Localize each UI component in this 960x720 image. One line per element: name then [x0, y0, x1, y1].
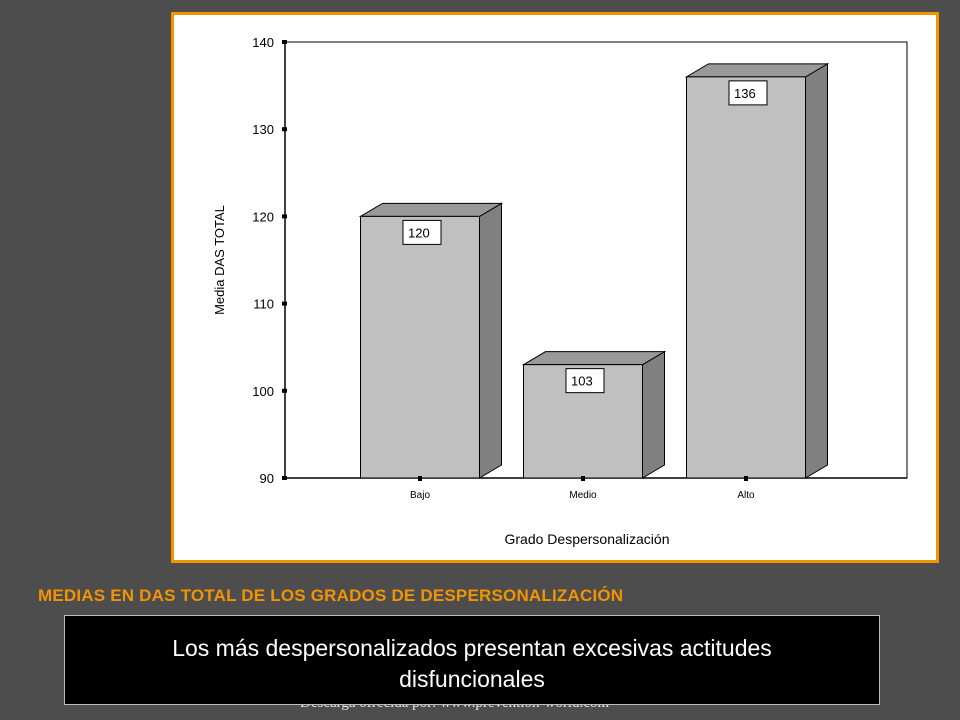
y-tick-label: 100: [252, 384, 274, 399]
y-tick-mark: [282, 214, 287, 219]
y-tick-mark: [282, 301, 287, 306]
bar-top: [521, 351, 667, 366]
bar-side: [805, 63, 828, 479]
bar-top: [358, 202, 504, 217]
y-tick-mark: [282, 127, 287, 132]
message-box: Los más despersonalizados presentan exce…: [64, 615, 880, 705]
data-label: 120: [408, 225, 430, 240]
bar-alto: [686, 76, 806, 479]
message-line-1: Los más despersonalizados presentan exce…: [172, 635, 772, 661]
y-axis-label: Media DAS TOTAL: [212, 205, 227, 315]
x-axis-label: Grado Despersonalización: [505, 531, 670, 547]
y-tick-mark: [282, 40, 287, 44]
y-tick-label: 140: [252, 35, 274, 50]
bar-top: [684, 63, 830, 78]
x-tick-label: Bajo: [410, 490, 430, 501]
y-tick-label: 130: [252, 122, 274, 137]
x-tick-label: Medio: [569, 490, 597, 501]
data-label: 103: [571, 374, 593, 389]
message-line-2: disfuncionales: [399, 666, 545, 692]
x-tick-mark: [744, 476, 748, 481]
x-tick-mark: [581, 476, 585, 481]
y-tick-mark: [282, 476, 287, 480]
chart-frame: 90 100 110 120 130 140 Media DAS TOTAL 120 Bajo 1…: [171, 12, 939, 563]
x-tick-mark: [418, 476, 422, 481]
data-label-box: [728, 80, 768, 106]
y-tick-label: 90: [260, 471, 274, 486]
data-label-box: [565, 368, 605, 394]
chart-caption: MEDIAS EN DAS TOTAL DE LOS GRADOS DE DES…: [38, 586, 624, 605]
x-tick-label: Alto: [737, 490, 755, 501]
y-tick-label: 120: [252, 209, 274, 224]
y-tick-label: 110: [253, 297, 274, 312]
bar-side: [479, 202, 502, 479]
data-label-box: [402, 219, 442, 245]
data-label: 136: [734, 86, 756, 101]
y-tick-mark: [282, 388, 287, 393]
bar-side: [642, 350, 665, 479]
bar-bajo: [360, 215, 480, 479]
bar-chart: 90 100 110 120 130 140 Media DAS TOTAL 120 Bajo 1…: [212, 35, 908, 547]
